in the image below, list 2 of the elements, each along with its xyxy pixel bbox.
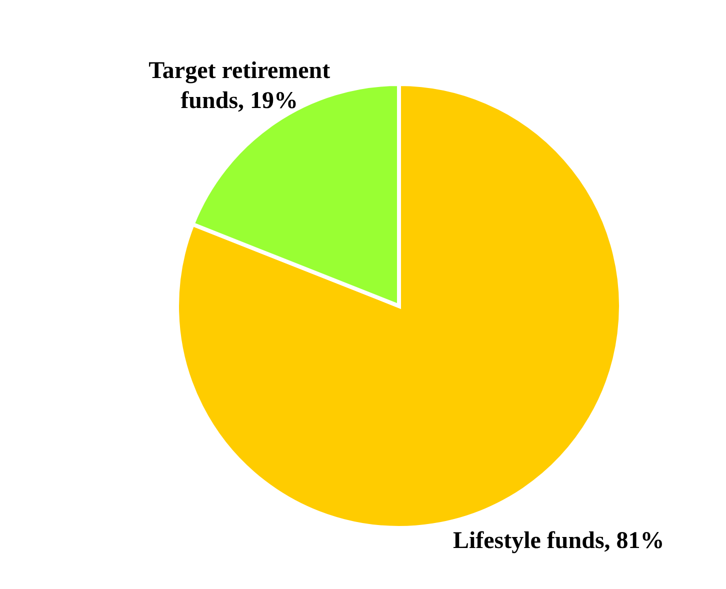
slice-label: Lifestyle funds, 81% (452, 528, 664, 554)
slice-label: Target retirement funds, 19% (148, 58, 330, 114)
